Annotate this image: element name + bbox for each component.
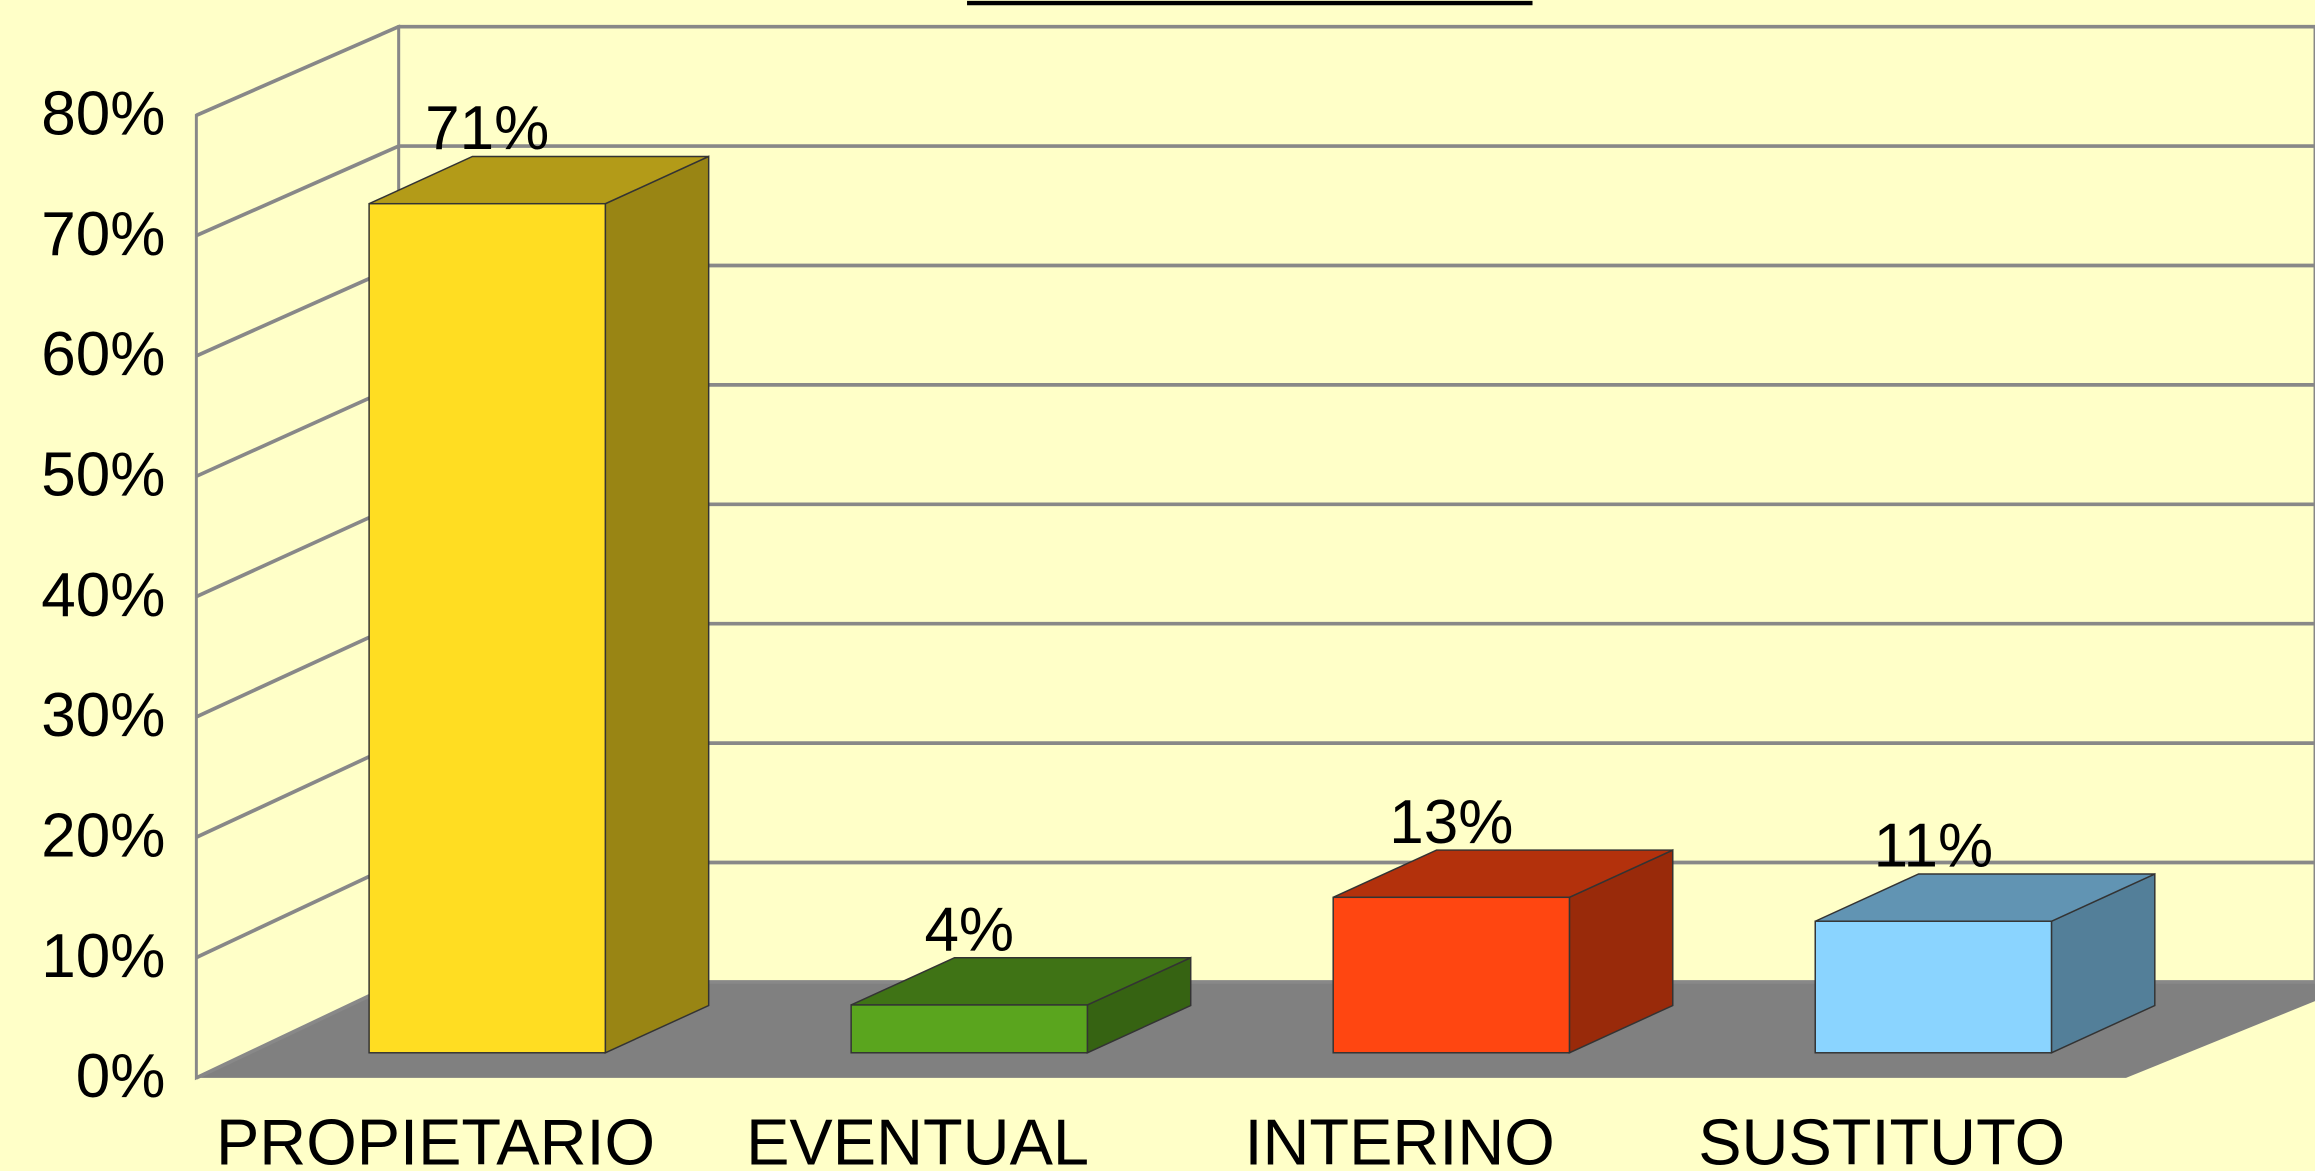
y-tick-label: 70% <box>41 200 165 269</box>
y-tick-label: 50% <box>41 441 165 510</box>
y-tick-label: 80% <box>41 80 165 149</box>
y-tick-label: 30% <box>41 681 165 750</box>
x-tick-label: PROPIETARIO <box>216 1105 655 1171</box>
x-tick-label: INTERINO <box>1244 1105 1554 1171</box>
floor <box>196 981 2315 1078</box>
y-tick-label: 40% <box>41 561 165 630</box>
y-tick-label: 60% <box>41 320 165 389</box>
y-tick-label: 10% <box>41 922 165 991</box>
data-label: 13% <box>1389 788 1513 857</box>
grid-line <box>195 144 2315 238</box>
bar <box>850 1004 1089 1054</box>
y-tick-label: 20% <box>41 802 165 871</box>
bar <box>368 202 607 1054</box>
x-tick-label: EVENTUAL <box>746 1105 1089 1171</box>
data-label: 71% <box>425 94 549 163</box>
x-tick-label: SUSTITUTO <box>1698 1105 2065 1171</box>
bar-side <box>604 155 710 1054</box>
bar <box>1332 896 1571 1054</box>
data-label: 11% <box>1874 812 1994 881</box>
y-tick-label: 0% <box>76 1042 166 1111</box>
grid-line <box>195 24 2315 117</box>
bar <box>1814 920 2053 1054</box>
data-label: 4% <box>924 895 1014 964</box>
